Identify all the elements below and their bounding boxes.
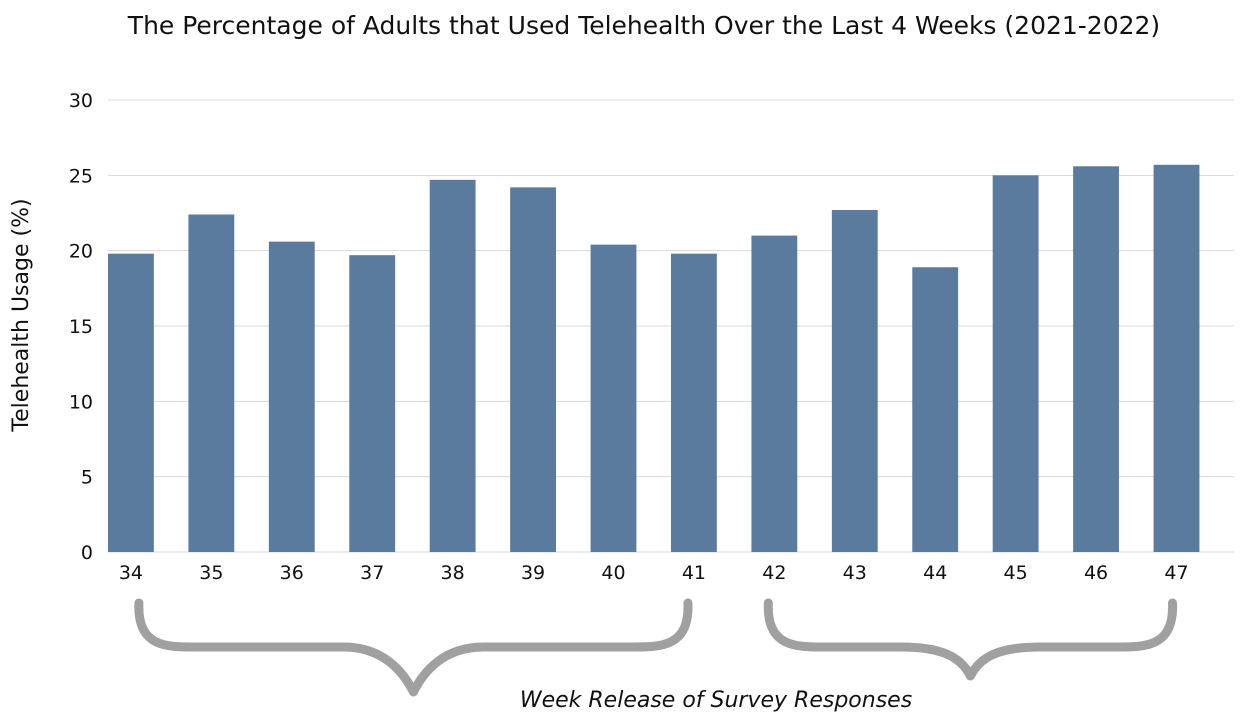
x-tick-label: 39 bbox=[521, 562, 545, 584]
bar-week-37 bbox=[349, 255, 396, 553]
x-tick-label: 44 bbox=[923, 562, 947, 584]
chart-title: The Percentage of Adults that Used Teleh… bbox=[127, 11, 1160, 40]
group-brace-42-47 bbox=[763, 598, 1177, 681]
x-tick-label: 42 bbox=[762, 562, 786, 584]
bar-week-42 bbox=[751, 235, 798, 552]
y-tick-label: 30 bbox=[69, 90, 93, 112]
x-axis-ticks: 34 35 36 37 38 39 40 41 42 43 44 45 46 47 bbox=[119, 562, 1189, 584]
y-axis-ticks: 0 5 10 15 20 25 30 bbox=[69, 90, 93, 564]
bar-week-47 bbox=[1153, 164, 1200, 552]
x-axis-label: Week Release of Survey Responses bbox=[520, 688, 912, 713]
x-tick-label: 43 bbox=[843, 562, 867, 584]
y-tick-label: 15 bbox=[69, 316, 93, 338]
bar-week-41 bbox=[671, 253, 717, 552]
x-tick-label: 37 bbox=[360, 562, 384, 584]
bar-week-45 bbox=[992, 175, 1039, 553]
bar-week-44 bbox=[912, 267, 959, 552]
bar-week-38 bbox=[429, 179, 476, 552]
x-tick-label: 35 bbox=[199, 562, 223, 584]
bar-week-35 bbox=[188, 214, 235, 553]
y-tick-label: 25 bbox=[69, 165, 93, 187]
group-brace-34-41 bbox=[134, 598, 693, 697]
bar-week-43 bbox=[831, 209, 878, 552]
y-tick-label: 20 bbox=[69, 241, 93, 263]
x-tick-label: 46 bbox=[1084, 562, 1108, 584]
x-tick-label: 36 bbox=[280, 562, 304, 584]
week-group-braces bbox=[134, 598, 1177, 697]
bar-week-34 bbox=[108, 253, 154, 552]
bar-week-39 bbox=[510, 187, 556, 553]
x-tick-label: 40 bbox=[601, 562, 625, 584]
x-tick-label: 41 bbox=[682, 562, 706, 584]
bar-week-46 bbox=[1073, 166, 1119, 552]
bar-week-40 bbox=[590, 244, 637, 552]
x-tick-label: 47 bbox=[1164, 562, 1188, 584]
y-tick-label: 5 bbox=[81, 467, 93, 489]
x-tick-label: 45 bbox=[1004, 562, 1028, 584]
y-tick-label: 10 bbox=[69, 391, 93, 413]
y-axis-label: Telehealth Usage (%) bbox=[9, 198, 34, 432]
x-tick-label: 34 bbox=[119, 562, 143, 584]
y-tick-label: 0 bbox=[81, 542, 93, 564]
bar-week-36 bbox=[268, 241, 315, 553]
bars bbox=[108, 164, 1200, 553]
x-tick-label: 38 bbox=[441, 562, 465, 584]
